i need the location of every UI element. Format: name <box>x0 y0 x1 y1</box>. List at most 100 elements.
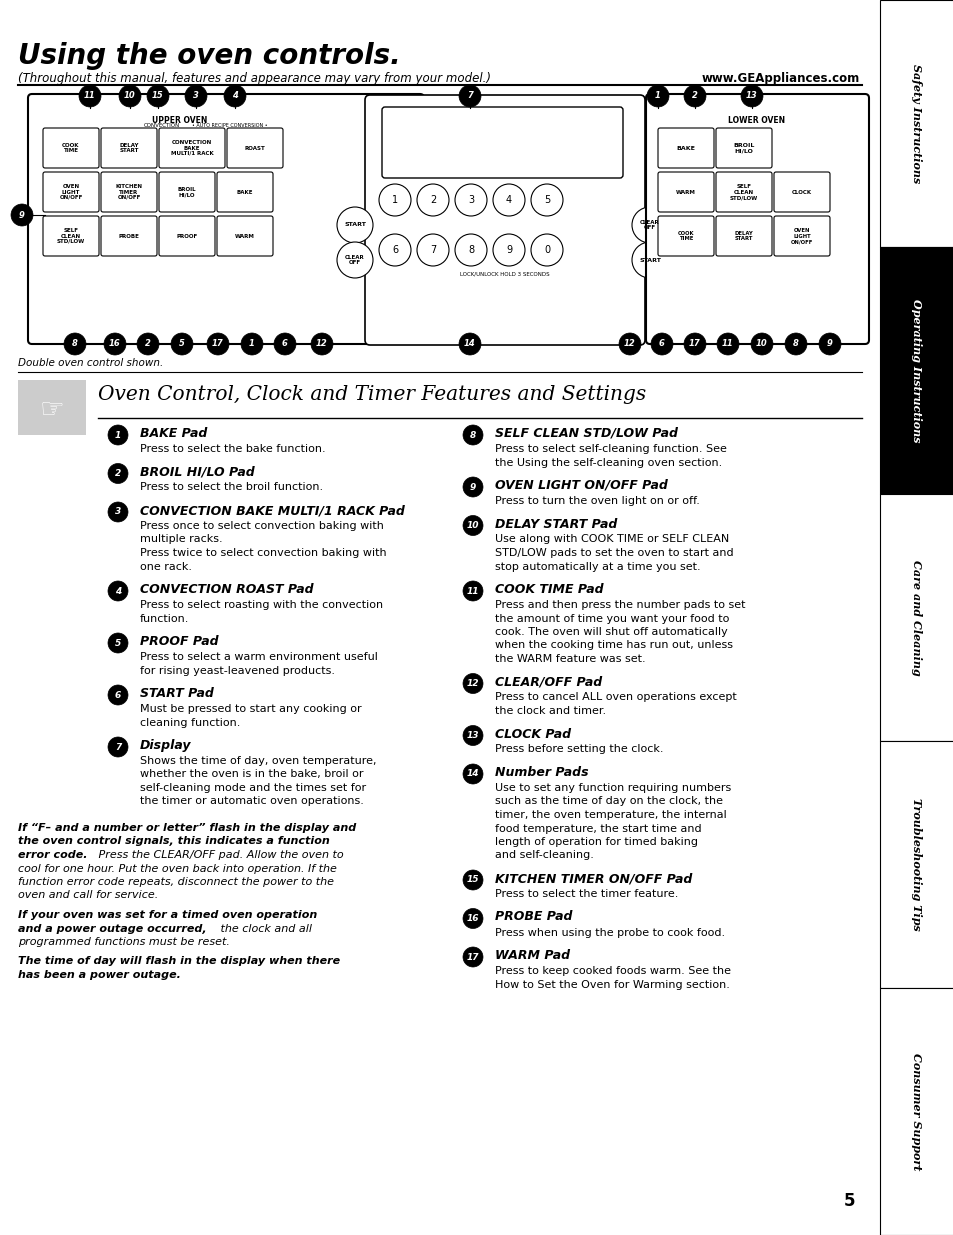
Text: WARM: WARM <box>234 233 254 238</box>
Text: for rising yeast-leavened products.: for rising yeast-leavened products. <box>140 666 335 676</box>
Text: SELF CLEAN STD/LOW Pad: SELF CLEAN STD/LOW Pad <box>495 427 678 440</box>
Circle shape <box>108 463 128 483</box>
Text: Press to cancel ALL oven operations except: Press to cancel ALL oven operations exce… <box>495 693 736 703</box>
Text: one rack.: one rack. <box>140 562 192 572</box>
Text: self-cleaning mode and the times set for: self-cleaning mode and the times set for <box>140 783 366 793</box>
Circle shape <box>378 233 411 266</box>
Text: 10: 10 <box>466 521 478 530</box>
Text: PROOF: PROOF <box>176 233 197 238</box>
Text: The time of day will flash in the display when there: The time of day will flash in the displa… <box>18 956 340 967</box>
Circle shape <box>683 85 705 107</box>
Text: oven and call for service.: oven and call for service. <box>18 890 158 900</box>
Circle shape <box>493 184 524 216</box>
Text: CONVECTION ROAST Pad: CONVECTION ROAST Pad <box>140 583 314 597</box>
Circle shape <box>646 85 668 107</box>
Text: 5: 5 <box>114 638 121 647</box>
Bar <box>879 988 953 1235</box>
Circle shape <box>531 184 562 216</box>
Text: Press to select a warm environment useful: Press to select a warm environment usefu… <box>140 652 377 662</box>
FancyBboxPatch shape <box>159 216 214 256</box>
FancyBboxPatch shape <box>365 95 644 345</box>
Text: LOCK/UNLOCK HOLD 3 SECONDS: LOCK/UNLOCK HOLD 3 SECONDS <box>459 270 549 275</box>
FancyBboxPatch shape <box>101 128 157 168</box>
FancyBboxPatch shape <box>716 172 771 212</box>
FancyBboxPatch shape <box>645 94 868 345</box>
Text: WARM Pad: WARM Pad <box>495 948 570 962</box>
Text: and a power outage occurred,: and a power outage occurred, <box>18 924 207 934</box>
FancyBboxPatch shape <box>658 128 713 168</box>
Text: 17: 17 <box>466 952 478 962</box>
Text: 17: 17 <box>212 340 224 348</box>
Text: • AUTO RECIPE CONVERSION •: • AUTO RECIPE CONVERSION • <box>192 124 268 128</box>
Text: COOK
TIME: COOK TIME <box>677 231 694 241</box>
Text: Press to select the broil function.: Press to select the broil function. <box>140 483 323 493</box>
Text: Display: Display <box>140 739 192 752</box>
Text: START: START <box>344 222 366 227</box>
Text: 7: 7 <box>114 742 121 752</box>
FancyBboxPatch shape <box>159 128 225 168</box>
Text: Press and then press the number pads to set: Press and then press the number pads to … <box>495 600 744 610</box>
Circle shape <box>104 333 126 354</box>
Text: cleaning function.: cleaning function. <box>140 718 240 727</box>
Text: 2: 2 <box>114 469 121 478</box>
Text: CONVECTION: CONVECTION <box>144 124 180 128</box>
Text: ☞: ☞ <box>39 396 65 424</box>
Text: 16: 16 <box>466 914 478 923</box>
Text: 1: 1 <box>392 195 397 205</box>
Circle shape <box>740 85 762 107</box>
Text: STD/LOW pads to set the oven to start and: STD/LOW pads to set the oven to start an… <box>495 548 733 558</box>
Text: 17: 17 <box>688 340 700 348</box>
Text: 4: 4 <box>505 195 512 205</box>
Circle shape <box>458 333 480 354</box>
Text: DELAY
START: DELAY START <box>734 231 753 241</box>
Text: 16: 16 <box>109 340 121 348</box>
Text: CLOCK Pad: CLOCK Pad <box>495 727 571 741</box>
Text: CLEAR
OFF: CLEAR OFF <box>639 220 659 231</box>
Circle shape <box>185 85 207 107</box>
Circle shape <box>64 333 86 354</box>
Text: 5: 5 <box>842 1192 854 1210</box>
Text: function error code repeats, disconnect the power to the: function error code repeats, disconnect … <box>18 877 334 887</box>
Text: function.: function. <box>140 614 190 624</box>
Text: Double oven control shown.: Double oven control shown. <box>18 358 163 368</box>
Text: 6: 6 <box>114 690 121 699</box>
Text: 6: 6 <box>282 340 288 348</box>
Text: when the cooking time has run out, unless: when the cooking time has run out, unles… <box>495 641 732 651</box>
FancyBboxPatch shape <box>216 216 273 256</box>
FancyBboxPatch shape <box>159 172 214 212</box>
Text: Press to select the timer feature.: Press to select the timer feature. <box>495 889 678 899</box>
Circle shape <box>462 425 482 445</box>
Text: Care and Cleaning: Care and Cleaning <box>910 559 922 676</box>
FancyBboxPatch shape <box>658 216 713 256</box>
Text: CONVECTION BAKE MULTI/1 RACK Pad: CONVECTION BAKE MULTI/1 RACK Pad <box>140 504 404 517</box>
Text: 3: 3 <box>114 508 121 516</box>
Circle shape <box>207 333 229 354</box>
Text: WARM: WARM <box>676 189 695 194</box>
Text: Oven Control, Clock and Timer Features and Settings: Oven Control, Clock and Timer Features a… <box>98 385 645 404</box>
Text: the clock and all: the clock and all <box>216 924 312 934</box>
FancyBboxPatch shape <box>43 216 99 256</box>
Text: BROIL HI/LO Pad: BROIL HI/LO Pad <box>140 466 254 478</box>
Text: Press when using the probe to cook food.: Press when using the probe to cook food. <box>495 927 724 937</box>
Text: Press the CLEAR/OFF pad. Allow the oven to: Press the CLEAR/OFF pad. Allow the oven … <box>95 850 343 860</box>
Text: 6: 6 <box>659 340 664 348</box>
Circle shape <box>462 673 482 694</box>
Circle shape <box>462 580 482 601</box>
Text: 12: 12 <box>466 679 478 688</box>
Text: 1: 1 <box>655 91 660 100</box>
Text: 8: 8 <box>72 340 78 348</box>
FancyBboxPatch shape <box>716 128 771 168</box>
Text: 7: 7 <box>430 245 436 254</box>
Text: SELF
CLEAN
STD/LOW: SELF CLEAN STD/LOW <box>57 228 85 243</box>
Text: the amount of time you want your food to: the amount of time you want your food to <box>495 614 729 624</box>
Text: KITCHEN TIMER ON/OFF Pad: KITCHEN TIMER ON/OFF Pad <box>495 872 692 885</box>
Text: (Throughout this manual, features and appearance may vary from your model.): (Throughout this manual, features and ap… <box>18 72 491 85</box>
Text: DELAY START Pad: DELAY START Pad <box>495 517 617 531</box>
Circle shape <box>241 333 263 354</box>
Text: Using the oven controls.: Using the oven controls. <box>18 42 400 70</box>
Text: SELF
CLEAN
STD/LOW: SELF CLEAN STD/LOW <box>729 184 758 200</box>
Text: Safety Instructions: Safety Instructions <box>910 64 922 183</box>
Text: BROIL
HI/LO: BROIL HI/LO <box>733 142 754 153</box>
Text: 2: 2 <box>691 91 698 100</box>
FancyBboxPatch shape <box>381 107 622 178</box>
